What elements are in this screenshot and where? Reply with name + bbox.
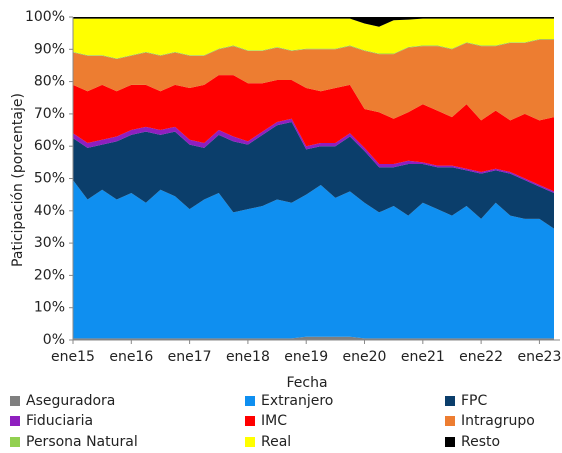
- legend-label: Persona Natural: [26, 434, 138, 449]
- x-tick-label: ene19: [284, 349, 328, 365]
- x-tick-label: ene23: [517, 349, 561, 365]
- legend-label: Real: [261, 434, 291, 449]
- area: [73, 121, 554, 229]
- legend-swatch: [245, 437, 255, 447]
- legend-swatch: [245, 396, 255, 406]
- x-tick-label: ene15: [51, 349, 95, 365]
- legend-label: Intragrupo: [461, 413, 535, 429]
- legend-swatch: [245, 416, 255, 426]
- y-tick-label: 70%: [34, 106, 65, 122]
- legend-label: IMC: [261, 413, 287, 429]
- y-tick-label: 100%: [25, 9, 65, 25]
- x-tick-label: ene17: [168, 349, 212, 365]
- x-tick-label: ene18: [226, 349, 270, 365]
- legend-swatch: [10, 437, 20, 447]
- legend-label: Fiduciaria: [26, 413, 93, 429]
- area: [73, 38, 554, 59]
- area: [73, 39, 554, 121]
- area: [73, 180, 554, 339]
- area: [73, 18, 554, 59]
- area: [73, 336, 554, 340]
- y-tick-label: 90%: [34, 41, 65, 57]
- y-tick-label: 30%: [34, 235, 65, 251]
- x-axis-label: Fecha: [286, 375, 327, 391]
- y-tick-label: 50%: [34, 171, 65, 187]
- area: [73, 75, 554, 192]
- y-tick-label: 10%: [34, 300, 65, 316]
- x-tick-label: ene21: [401, 349, 445, 365]
- y-tick-label: 20%: [34, 267, 65, 283]
- legend-label: FPC: [461, 393, 487, 409]
- y-tick-label: 60%: [34, 138, 65, 154]
- legend-label: Resto: [461, 434, 500, 449]
- legend-swatch: [445, 437, 455, 447]
- legend-swatch: [445, 416, 455, 426]
- legend-label: Extranjero: [261, 393, 333, 409]
- y-tick-label: 80%: [34, 74, 65, 90]
- y-tick-label: 40%: [34, 203, 65, 219]
- legend-swatch: [445, 396, 455, 406]
- x-tick-label: ene16: [109, 349, 153, 365]
- area: [73, 17, 554, 27]
- y-axis-label: Paticipación (porcentaje): [10, 93, 26, 267]
- x-tick-label: ene20: [343, 349, 387, 365]
- legend-swatch: [10, 396, 20, 406]
- y-tick-label: 0%: [43, 332, 65, 348]
- x-tick-label: ene22: [459, 349, 503, 365]
- legend-label: Aseguradora: [26, 393, 115, 409]
- legend-swatch: [10, 416, 20, 426]
